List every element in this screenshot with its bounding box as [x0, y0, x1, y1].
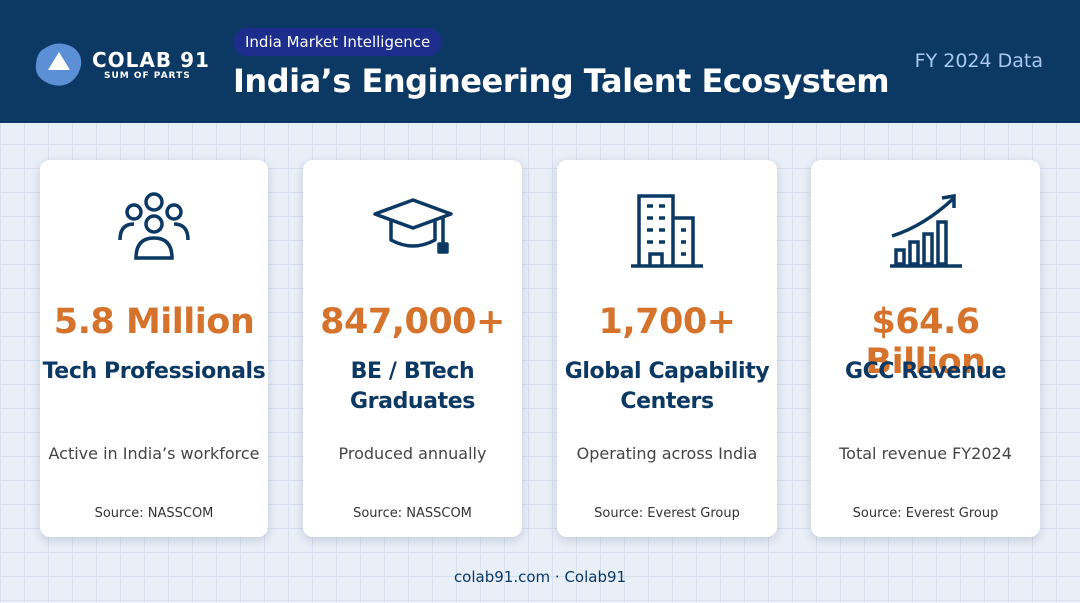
- stat-source: Source: NASSCOM: [94, 506, 214, 521]
- stat-card: 1,700+ Global Capability Centers Operati…: [557, 160, 777, 537]
- brand-tagline: SUM OF PARTS: [104, 71, 191, 81]
- stat-value: $64.6 Billion: [865, 302, 986, 382]
- title: India’s Engineering Talent Ecosystem: [233, 62, 890, 100]
- stat-description: Operating across India: [576, 444, 758, 463]
- stat-label: Global Capability Centers: [564, 359, 770, 414]
- stat-source: Source: Everest Group: [852, 506, 999, 521]
- stat-description: Produced annually: [338, 444, 487, 463]
- stat-value: 5.8 Million: [53, 302, 255, 342]
- period: FY 2024 Data: [914, 50, 1043, 72]
- stat-label: BE / BTech Graduates: [350, 359, 475, 414]
- stat-label: GCC Revenue: [845, 359, 1006, 384]
- brand: COLAB 91: [92, 48, 210, 72]
- icon-graduation-cap: [372, 198, 453, 254]
- stat-value: 1,700+: [598, 302, 736, 342]
- badge: India Market Intelligence: [233, 28, 443, 56]
- stat-source: Source: Everest Group: [594, 506, 740, 521]
- stat-source: Source: NASSCOM: [353, 506, 472, 521]
- logo: [35, 43, 82, 86]
- stat-value: 847,000+: [320, 302, 505, 342]
- stat-card: $64.6 Billion GCC Revenue Total revenue …: [811, 160, 1040, 537]
- footer: colab91.com · Colab91: [453, 568, 627, 586]
- icon-growth-chart: [889, 193, 962, 268]
- stat-description: Total revenue FY2024: [839, 444, 1012, 463]
- icon-people: [118, 192, 190, 260]
- stat-card: 5.8 Million Tech Professionals Active in…: [40, 160, 268, 537]
- stat-card: 847,000+ BE / BTech Graduates Produced a…: [303, 160, 522, 537]
- stat-description: Active in India’s workforce: [48, 444, 260, 463]
- stat-label: Tech Professionals: [42, 359, 266, 384]
- icon-building: [631, 194, 703, 268]
- header: COLAB 91 SUM OF PARTS India Market Intel…: [0, 0, 1080, 123]
